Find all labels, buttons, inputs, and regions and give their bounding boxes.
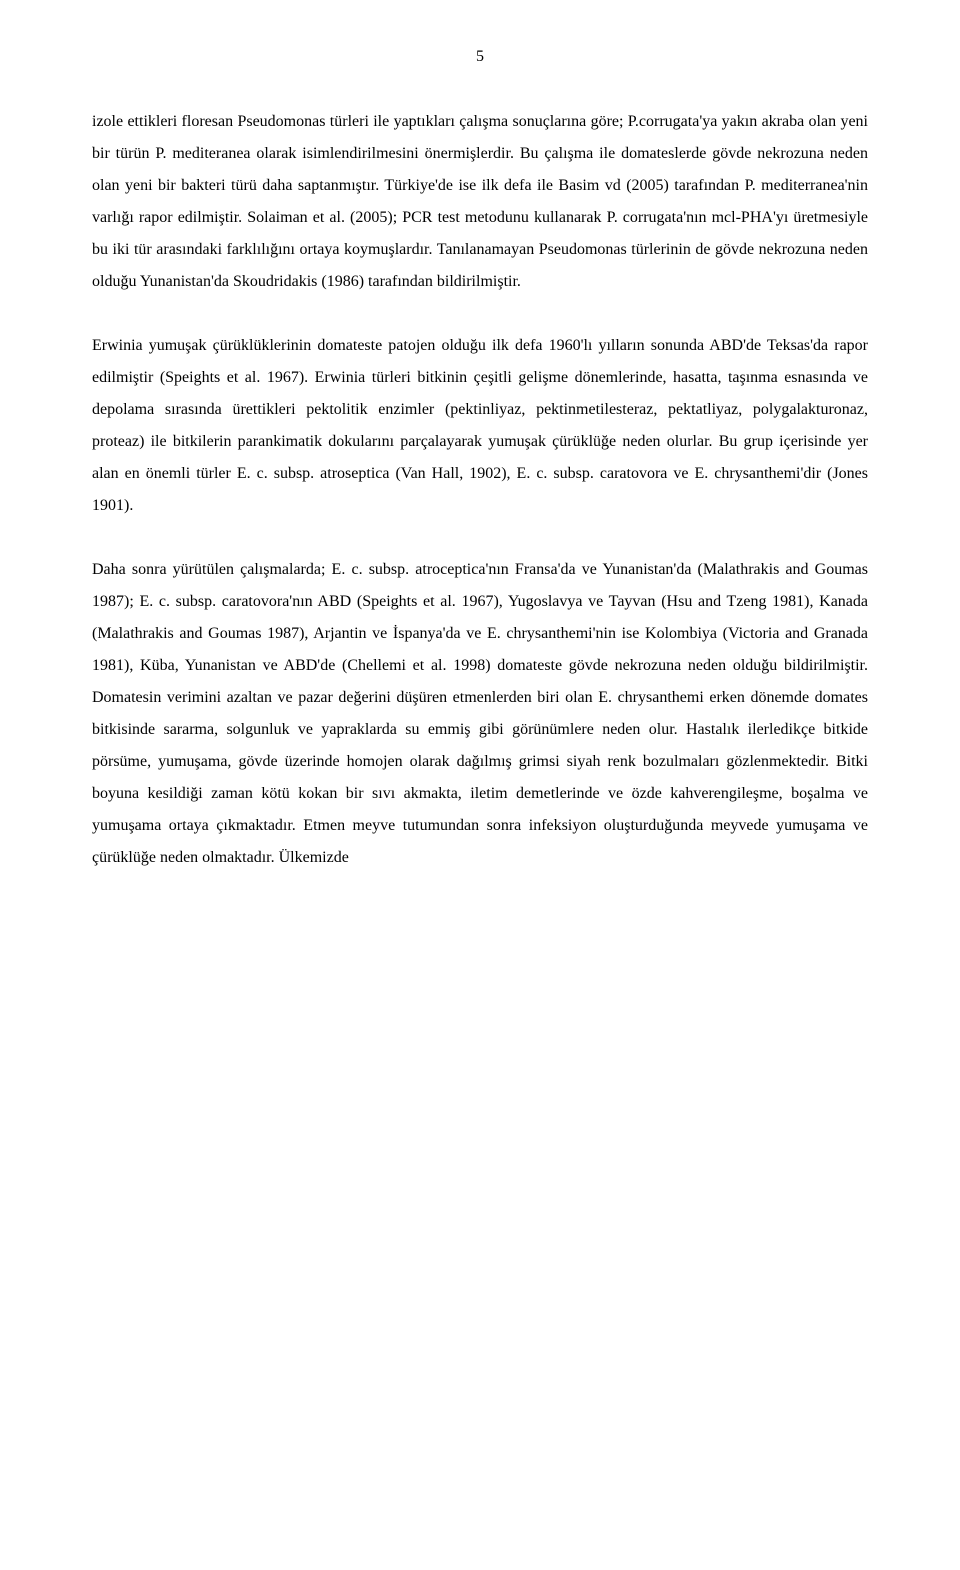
paragraph-3: Daha sonra yürütülen çalışmalarda; E. c.… [92, 554, 868, 874]
paragraph-1: izole ettikleri floresan Pseudomonas tür… [92, 106, 868, 298]
page-number: 5 [92, 48, 868, 66]
paragraph-2: Erwinia yumuşak çürüklüklerinin domatest… [92, 330, 868, 522]
